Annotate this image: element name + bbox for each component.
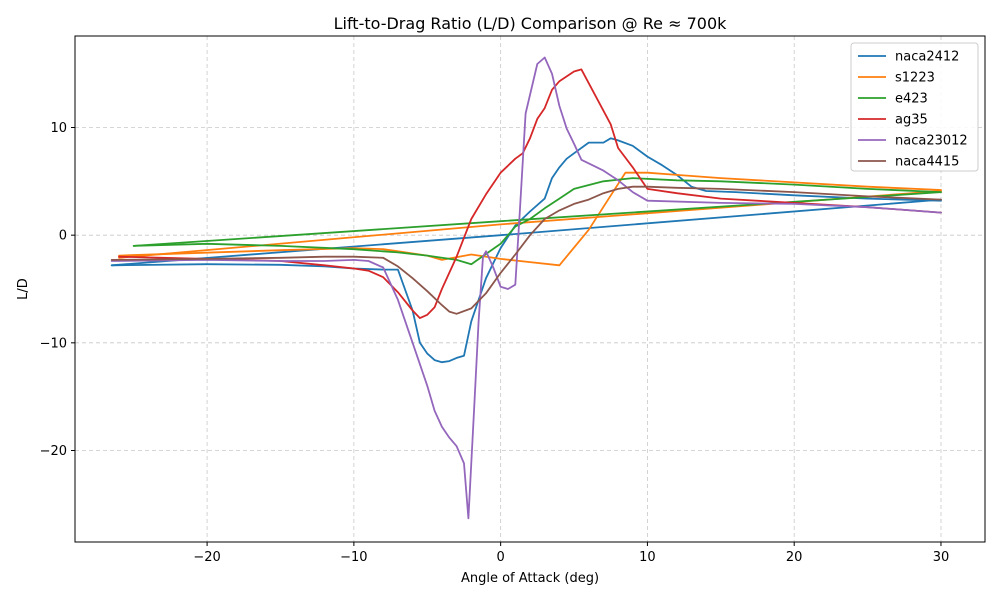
legend-label-naca2412: naca2412 <box>895 50 959 65</box>
series-line-s1223 <box>118 171 942 267</box>
series-lines <box>110 56 942 520</box>
series-line-e423 <box>132 191 942 247</box>
series-e423 <box>132 177 942 266</box>
x-tick-label: 0 <box>497 550 505 565</box>
y-tick-label: −20 <box>40 444 67 459</box>
axis-ticks: −20 −10 0 10 20 30 −20 −10 0 10 <box>40 121 950 565</box>
series-line-naca4415 <box>110 185 942 315</box>
y-tick-label: −10 <box>40 336 67 351</box>
series-line-naca2412 <box>110 198 942 267</box>
series-line-naca2412 <box>110 137 942 364</box>
legend-label-e423: e423 <box>895 92 928 107</box>
legend-box <box>850 42 979 172</box>
series-line-naca23012 <box>110 56 942 520</box>
series-naca4415 <box>110 185 942 315</box>
legend-label-ag35: ag35 <box>895 113 928 128</box>
x-tick-label: 10 <box>639 550 656 565</box>
legend-label-s1223: s1223 <box>895 71 935 86</box>
series-line-ag35 <box>118 68 942 319</box>
x-axis-title: Angle of Attack (deg) <box>461 571 599 586</box>
y-tick-label: 0 <box>59 229 67 244</box>
x-tick-label: 30 <box>933 550 950 565</box>
y-tick-label: 10 <box>50 121 67 136</box>
plot-frame <box>74 35 986 543</box>
x-tick-label: −20 <box>193 550 220 565</box>
legend-label-naca4415: naca4415 <box>895 155 959 170</box>
legend: naca2412 s1223 e423 ag35 naca23012 naca4415 <box>850 42 979 172</box>
series-ag35 <box>118 68 942 319</box>
series-naca23012 <box>110 56 942 520</box>
x-tick-label: 20 <box>786 550 803 565</box>
x-tick-label: −10 <box>340 550 367 565</box>
legend-label-naca23012: naca23012 <box>895 134 968 149</box>
series-naca2412 <box>110 137 942 364</box>
y-axis-title: L/D <box>16 278 31 300</box>
chart-title: Lift-to-Drag Ratio (L/D) Comparison @ Re… <box>334 14 728 33</box>
